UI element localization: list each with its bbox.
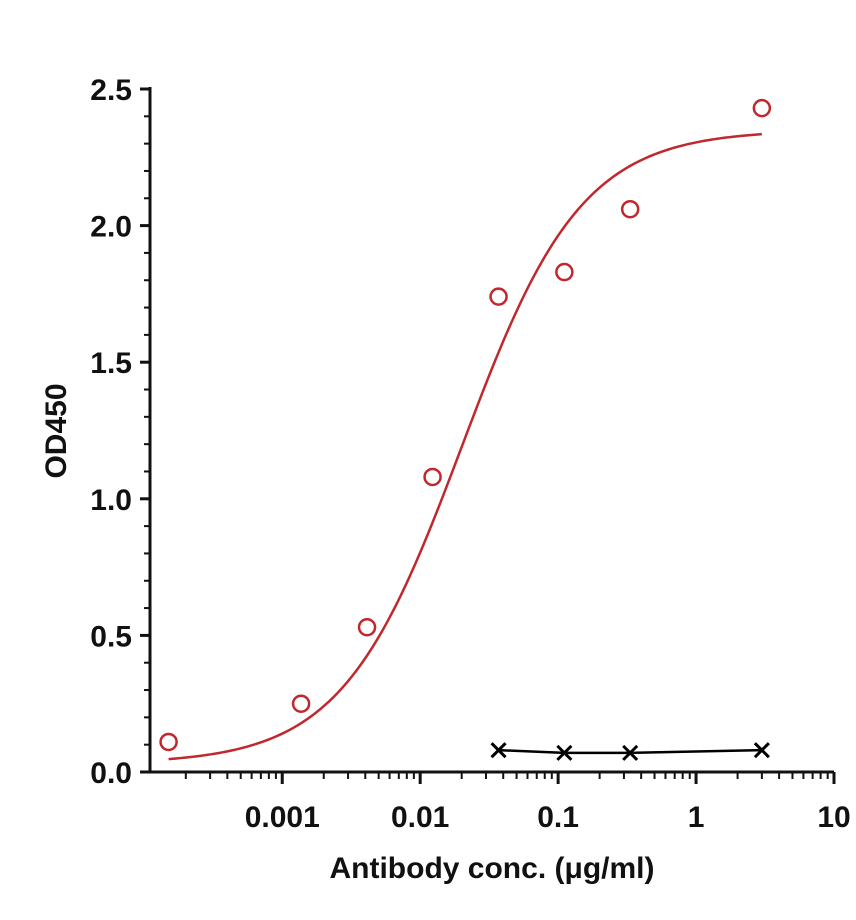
y-tick-label: 0.5 <box>90 620 132 653</box>
series-1-point <box>556 744 573 761</box>
series-0-point <box>555 262 574 282</box>
y-tick-label: 2.0 <box>90 211 132 244</box>
data-points <box>159 98 772 761</box>
y-tick-label: 1.5 <box>90 347 132 380</box>
series-1-point <box>490 742 507 759</box>
axes <box>148 87 834 774</box>
x-axis-label: Antibody conc. (μg/ml) <box>329 852 654 885</box>
y-axis-ticks: 0.0 0.5 1.0 1.5 2.0 2.5 <box>90 74 150 790</box>
y-tick-label: 0.0 <box>90 757 132 790</box>
x-marker-stroke <box>490 742 507 759</box>
series-0-point <box>423 467 442 487</box>
y-tick-label: 2.5 <box>90 74 132 107</box>
fit-curves <box>168 132 762 761</box>
series-0-point <box>752 98 772 118</box>
series-0-point <box>159 732 178 752</box>
series-0-point <box>291 694 311 713</box>
series-1-line <box>498 748 762 755</box>
x-tick-label: 0.001 <box>245 801 320 834</box>
x-marker-stroke <box>622 744 639 761</box>
x-tick-label: 1 <box>688 801 705 834</box>
series-0-point <box>489 287 508 306</box>
x-tick-label: 0.1 <box>537 801 579 834</box>
series-1-point <box>753 742 770 759</box>
x-marker-stroke <box>753 742 770 759</box>
series-0-fit-line <box>168 132 762 761</box>
series-0-point <box>357 617 377 637</box>
x-marker-stroke <box>556 744 573 761</box>
x-tick-label: 10 <box>817 801 850 834</box>
y-axis-label: OD450 <box>40 383 73 478</box>
x-axis-ticks: 0.001 0.01 0.1 1 10 <box>184 772 851 834</box>
y-tick-label: 1.0 <box>90 484 132 517</box>
series-0-point <box>620 199 640 219</box>
x-tick-label: 0.01 <box>391 801 449 834</box>
series-1-point <box>622 744 639 761</box>
